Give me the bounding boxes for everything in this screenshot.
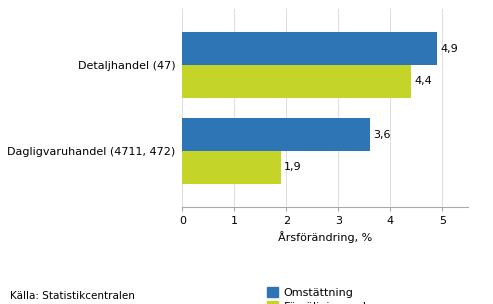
Legend: Omstättning, Försäljningsvolym: Omstättning, Försäljningsvolym <box>267 287 384 304</box>
Text: 1,9: 1,9 <box>284 162 302 172</box>
Bar <box>182 32 437 65</box>
X-axis label: Årsförändring, %: Årsförändring, % <box>278 231 373 243</box>
Bar <box>182 151 281 184</box>
Bar <box>182 118 370 151</box>
Text: Källa: Statistikcentralen: Källa: Statistikcentralen <box>10 291 135 301</box>
Text: 3,6: 3,6 <box>373 130 390 140</box>
Text: 4,9: 4,9 <box>440 44 458 54</box>
Text: 4,4: 4,4 <box>414 76 432 86</box>
Bar <box>182 65 411 98</box>
